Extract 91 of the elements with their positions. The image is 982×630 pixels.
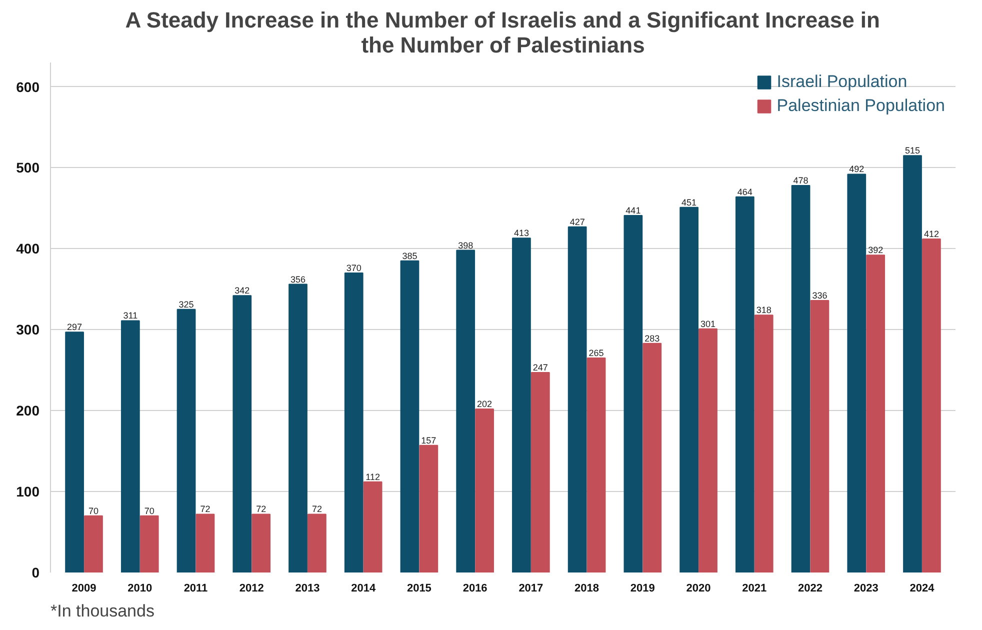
y-tick-label: 200 xyxy=(16,402,40,419)
bar xyxy=(791,185,810,572)
data-label: 265 xyxy=(588,348,604,358)
data-label: 297 xyxy=(67,322,82,332)
x-tick-label: 2018 xyxy=(574,582,600,594)
bar xyxy=(400,260,420,572)
x-tick-label: 2016 xyxy=(462,582,488,594)
legend-label: Palestinian Population xyxy=(776,96,945,116)
data-label: 385 xyxy=(402,250,418,261)
bar xyxy=(568,226,587,572)
data-label: 427 xyxy=(570,216,585,227)
bar xyxy=(308,514,326,572)
data-label: 342 xyxy=(234,286,250,296)
bar xyxy=(176,308,196,572)
bar xyxy=(512,238,531,572)
bar xyxy=(419,444,438,572)
bar xyxy=(475,408,494,572)
bar xyxy=(84,515,103,572)
data-label: 441 xyxy=(626,206,641,216)
bar xyxy=(698,328,718,572)
data-label: 72 xyxy=(256,504,266,514)
y-tick-label: 400 xyxy=(16,240,40,257)
data-label: 325 xyxy=(178,299,194,310)
y-tick-label: 300 xyxy=(16,322,40,338)
y-tick-label: 0 xyxy=(32,564,40,580)
data-label: 70 xyxy=(88,506,99,516)
bar xyxy=(810,300,830,572)
bar xyxy=(252,514,271,572)
chart-title: A Steady Increase in the Number of Israelis and a Significant Increase in the Number of Palestinians xyxy=(125,8,880,58)
y-tick-label: 500 xyxy=(16,160,40,176)
x-tick-label: 2023 xyxy=(854,582,878,594)
bar xyxy=(735,196,754,572)
data-label: 301 xyxy=(700,318,716,329)
data-label: 370 xyxy=(346,262,362,273)
x-tick-label: 2012 xyxy=(239,582,264,594)
data-label: 72 xyxy=(312,504,322,514)
legend-label: Israeli Population xyxy=(776,72,908,92)
data-label: 247 xyxy=(532,362,548,373)
x-tick-label: 2011 xyxy=(184,582,208,594)
bar xyxy=(140,515,159,572)
x-tick-label: 2020 xyxy=(686,582,711,594)
data-label: 70 xyxy=(144,506,154,516)
bar xyxy=(847,174,866,572)
data-label: 202 xyxy=(477,398,492,409)
data-label: 515 xyxy=(905,146,920,156)
x-tick-label: 2014 xyxy=(351,582,376,594)
data-label: 318 xyxy=(756,305,772,316)
y-tick-label: 100 xyxy=(16,484,40,500)
y-tick-label: 600 xyxy=(16,78,40,95)
x-tick-label: 2021 xyxy=(742,582,767,594)
bar xyxy=(754,314,774,572)
data-label: 398 xyxy=(458,240,474,250)
bar xyxy=(903,155,922,572)
x-tick-label: 2009 xyxy=(72,582,96,594)
data-label: 336 xyxy=(812,290,828,300)
bar xyxy=(363,481,382,572)
data-label: 451 xyxy=(682,197,697,208)
data-label: 464 xyxy=(737,186,752,197)
x-tick-label: 2017 xyxy=(518,582,544,594)
bar xyxy=(288,284,308,572)
bar xyxy=(586,357,606,572)
bar xyxy=(120,320,140,572)
x-tick-label: 2013 xyxy=(295,582,320,594)
bar xyxy=(530,372,550,572)
data-label: 283 xyxy=(644,333,660,344)
data-label: 412 xyxy=(924,228,939,239)
bar xyxy=(344,272,364,572)
bar xyxy=(232,295,252,572)
data-label: 157 xyxy=(421,435,436,446)
bar xyxy=(65,332,84,572)
x-tick-label: 2015 xyxy=(406,582,432,594)
bar xyxy=(866,254,886,572)
data-label: 311 xyxy=(123,310,138,321)
bar xyxy=(624,215,643,572)
x-tick-label: 2022 xyxy=(798,582,822,594)
data-label: 492 xyxy=(849,164,864,174)
bar xyxy=(642,342,662,572)
text: *In thousands xyxy=(50,602,154,620)
bar xyxy=(196,514,215,572)
data-label: 392 xyxy=(868,245,884,256)
bar xyxy=(456,250,476,572)
data-label: 112 xyxy=(366,472,380,482)
data-label: 413 xyxy=(514,228,529,238)
x-tick-label: 2010 xyxy=(128,582,152,594)
data-label: 356 xyxy=(290,274,306,284)
bar xyxy=(680,206,698,572)
bar xyxy=(922,238,941,572)
data-label: 72 xyxy=(200,504,210,514)
x-tick-label: 2024 xyxy=(910,582,936,594)
data-label: 478 xyxy=(793,176,808,186)
x-tick-label: 2019 xyxy=(630,582,655,594)
